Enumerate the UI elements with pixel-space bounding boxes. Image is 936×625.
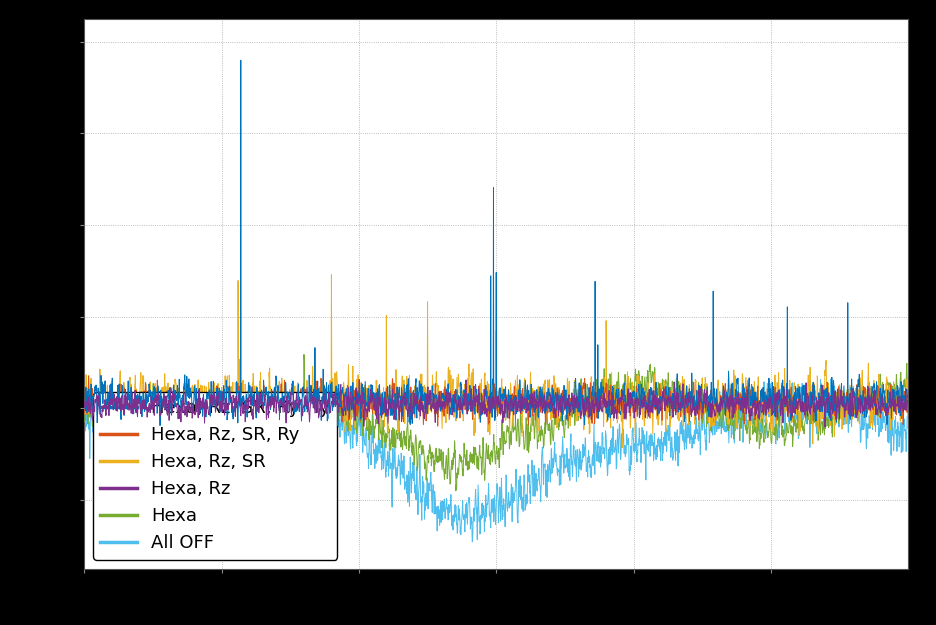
Hexa, Rz, SR bbox=[79, 403, 90, 411]
All OFF bbox=[394, 470, 405, 478]
Hexa, Rz, SR, Ry bbox=[395, 403, 406, 411]
Hexa, Rz, SR bbox=[902, 424, 914, 432]
Hexa, Rz, SR bbox=[395, 392, 406, 399]
Hexa bbox=[395, 434, 406, 442]
All OFF bbox=[222, 426, 233, 434]
Hexa bbox=[299, 351, 310, 358]
Hexa, Rz, SR, Ry, Ty bbox=[902, 394, 914, 402]
All OFF bbox=[886, 424, 898, 432]
Hexa, Rz, SR, Ry, Ty bbox=[886, 390, 898, 398]
All OFF bbox=[826, 376, 837, 383]
Hexa, Rz bbox=[222, 403, 233, 411]
Hexa, Rz, SR, Ry bbox=[797, 406, 809, 413]
Hexa bbox=[431, 444, 442, 452]
Hexa, Rz, SR bbox=[222, 376, 233, 384]
Hexa, Rz, SR, Ry, Ty bbox=[797, 385, 809, 392]
Hexa bbox=[902, 385, 914, 392]
Hexa, Rz, SR, Ry bbox=[431, 404, 442, 412]
Hexa bbox=[172, 395, 183, 402]
Hexa, Rz, SR bbox=[797, 407, 809, 414]
Line: Hexa, Rz, SR: Hexa, Rz, SR bbox=[84, 274, 908, 448]
All OFF bbox=[431, 510, 442, 518]
Hexa, Rz, SR, Ry bbox=[173, 409, 184, 416]
Line: Hexa, Rz, SR, Ry, Ty: Hexa, Rz, SR, Ry, Ty bbox=[84, 60, 908, 426]
Hexa, Rz, SR, Ry bbox=[886, 387, 898, 394]
Hexa, Rz, SR, Ry bbox=[79, 406, 90, 414]
Hexa, Rz, SR bbox=[172, 402, 183, 410]
All OFF bbox=[467, 538, 478, 546]
Hexa, Rz, SR, Ry bbox=[902, 391, 914, 399]
Hexa bbox=[797, 427, 809, 434]
Hexa bbox=[222, 395, 233, 402]
Hexa, Rz bbox=[886, 400, 898, 408]
Hexa, Rz, SR, Ry, Ty bbox=[222, 412, 233, 420]
Hexa bbox=[886, 382, 898, 390]
Line: Hexa, Rz, SR, Ry: Hexa, Rz, SR, Ry bbox=[84, 376, 908, 431]
Hexa, Rz bbox=[819, 423, 830, 431]
Hexa, Rz, SR, Ry bbox=[101, 428, 112, 435]
Hexa bbox=[450, 487, 461, 494]
Line: Hexa: Hexa bbox=[84, 354, 908, 491]
Hexa, Rz bbox=[172, 415, 183, 422]
Hexa, Rz, SR bbox=[617, 444, 628, 451]
All OFF bbox=[902, 414, 914, 422]
Hexa, Rz, SR, Ry, Ty bbox=[154, 422, 166, 429]
Hexa, Rz bbox=[394, 397, 405, 404]
Line: All OFF: All OFF bbox=[84, 379, 908, 542]
Hexa bbox=[79, 399, 90, 407]
Hexa, Rz, SR, Ry, Ty bbox=[79, 402, 90, 410]
Hexa, Rz, SR, Ry bbox=[83, 372, 95, 379]
Hexa, Rz bbox=[431, 404, 442, 412]
All OFF bbox=[172, 428, 183, 435]
Hexa, Rz, SR bbox=[326, 271, 337, 278]
Legend: Hexa, Rz, SR, Ry, Ty, Hexa, Rz, SR, Ry, Hexa, Rz, SR, Hexa, Rz, Hexa, All OFF: Hexa, Rz, SR, Ry, Ty, Hexa, Rz, SR, Ry, … bbox=[94, 392, 337, 560]
Hexa, Rz bbox=[902, 397, 914, 404]
Hexa, Rz, SR, Ry, Ty bbox=[395, 403, 406, 411]
All OFF bbox=[79, 406, 90, 414]
Hexa, Rz, SR, Ry, Ty bbox=[173, 412, 184, 420]
Hexa, Rz bbox=[797, 406, 809, 413]
Hexa, Rz bbox=[79, 400, 90, 408]
Hexa, Rz, SR bbox=[431, 375, 442, 382]
Hexa, Rz, SR, Ry, Ty bbox=[431, 392, 442, 400]
Hexa, Rz, SR, Ry bbox=[222, 402, 233, 409]
All OFF bbox=[797, 395, 809, 402]
Hexa, Rz bbox=[461, 376, 472, 384]
Hexa, Rz, SR, Ry, Ty bbox=[235, 56, 246, 64]
Hexa, Rz, SR bbox=[886, 408, 898, 416]
Line: Hexa, Rz: Hexa, Rz bbox=[84, 380, 908, 427]
